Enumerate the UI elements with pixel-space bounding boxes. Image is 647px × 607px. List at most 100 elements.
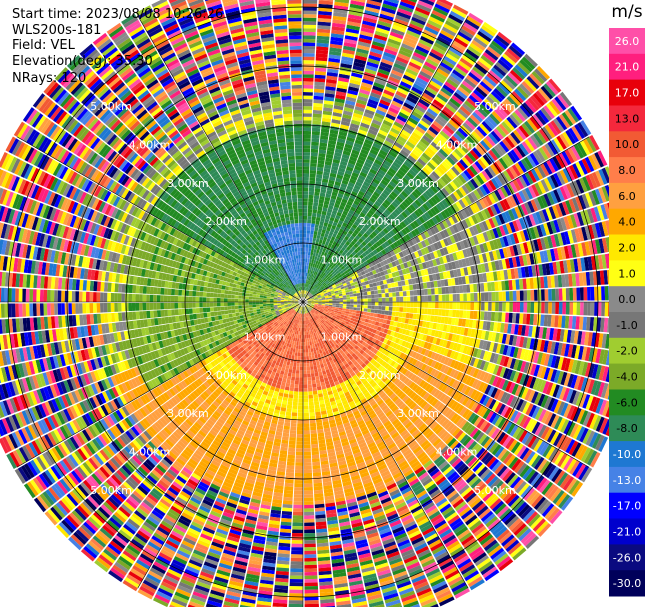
range-gate	[339, 270, 344, 275]
range-gate	[323, 171, 330, 177]
range-gate	[324, 269, 329, 274]
range-gate	[583, 302, 588, 316]
range-gate	[448, 119, 460, 130]
range-gate	[307, 251, 311, 256]
range-gate	[386, 216, 393, 223]
range-gate	[453, 163, 463, 174]
range-gate	[320, 275, 324, 279]
range-gate	[369, 148, 379, 156]
range-gate	[341, 246, 346, 252]
range-gate	[340, 124, 350, 130]
range-gate	[425, 201, 433, 210]
range-gate	[310, 152, 318, 157]
range-gate	[340, 213, 347, 219]
range-gate	[462, 22, 478, 33]
range-gate	[452, 191, 461, 201]
range-gate	[390, 191, 398, 198]
range-gate	[474, 109, 486, 120]
range-gate	[393, 141, 404, 150]
range-gate	[576, 302, 581, 316]
range-gate	[398, 111, 409, 120]
range-gate	[340, 59, 353, 66]
range-gate	[341, 261, 346, 266]
range-gate	[508, 45, 523, 58]
range-gate	[519, 290, 524, 301]
range-gate	[383, 0, 399, 8]
range-gate	[323, 222, 329, 227]
range-gate	[366, 212, 373, 219]
range-gate	[323, 107, 333, 112]
range-gate	[317, 281, 321, 286]
range-gate	[317, 277, 321, 281]
range-gate	[336, 223, 342, 229]
range-gate	[434, 168, 443, 178]
range-gate	[392, 254, 398, 261]
range-gate	[303, 38, 316, 43]
range-gate	[405, 285, 410, 291]
range-gate	[459, 285, 464, 293]
range-gate	[385, 302, 390, 307]
range-gate	[565, 166, 576, 181]
range-gate	[348, 197, 355, 203]
range-gate	[478, 198, 487, 209]
range-gate	[396, 56, 409, 65]
range-gate	[467, 152, 477, 163]
range-gate	[309, 266, 313, 270]
range-gate	[423, 288, 428, 295]
range-gate	[357, 214, 364, 221]
range-gate	[356, 310, 361, 314]
range-gate	[312, 255, 315, 260]
range-gate	[308, 273, 311, 277]
range-gate	[471, 214, 479, 225]
range-gate	[325, 299, 329, 301]
range-gate	[483, 208, 492, 219]
range-gate	[572, 163, 582, 178]
range-gate	[438, 90, 451, 100]
range-gate	[396, 296, 400, 302]
range-gate	[351, 116, 362, 123]
range-gate	[386, 251, 393, 258]
range-gate	[347, 181, 355, 188]
range-gate	[363, 308, 368, 312]
range-gate	[338, 73, 350, 79]
range-gate	[345, 140, 354, 146]
range-gate	[364, 305, 368, 309]
range-gate	[458, 186, 467, 197]
range-gate	[331, 210, 338, 215]
range-gate	[314, 81, 325, 86]
range-gate	[317, 18, 332, 23]
range-gate	[364, 161, 372, 169]
range-gate	[372, 213, 380, 220]
range-gate	[395, 118, 406, 126]
range-gate	[315, 181, 322, 186]
range-gate	[315, 271, 318, 276]
range-gate	[318, 228, 323, 233]
range-gate	[486, 115, 498, 128]
range-gate	[389, 256, 395, 263]
range-gate	[303, 28, 316, 33]
range-gate	[328, 136, 337, 142]
range-gate	[328, 259, 333, 264]
range-gate	[329, 269, 334, 274]
range-gate	[483, 311, 488, 321]
range-gate	[347, 221, 354, 227]
range-gate	[370, 215, 377, 222]
range-gate	[320, 217, 325, 223]
range-gate	[405, 185, 414, 193]
range-gate	[371, 165, 379, 172]
range-gate	[513, 147, 523, 160]
range-gate	[444, 185, 453, 195]
range-gate	[404, 99, 416, 108]
range-gate	[449, 153, 459, 163]
range-gate	[357, 302, 361, 305]
range-gate	[330, 265, 335, 270]
range-gate	[374, 112, 385, 120]
range-gate	[433, 42, 448, 52]
range-gate	[487, 166, 497, 177]
range-gate	[329, 216, 335, 222]
range-gate	[345, 308, 350, 312]
range-gate	[485, 181, 494, 193]
range-gate	[392, 297, 397, 302]
range-gate	[511, 90, 524, 104]
range-gate	[377, 68, 390, 76]
